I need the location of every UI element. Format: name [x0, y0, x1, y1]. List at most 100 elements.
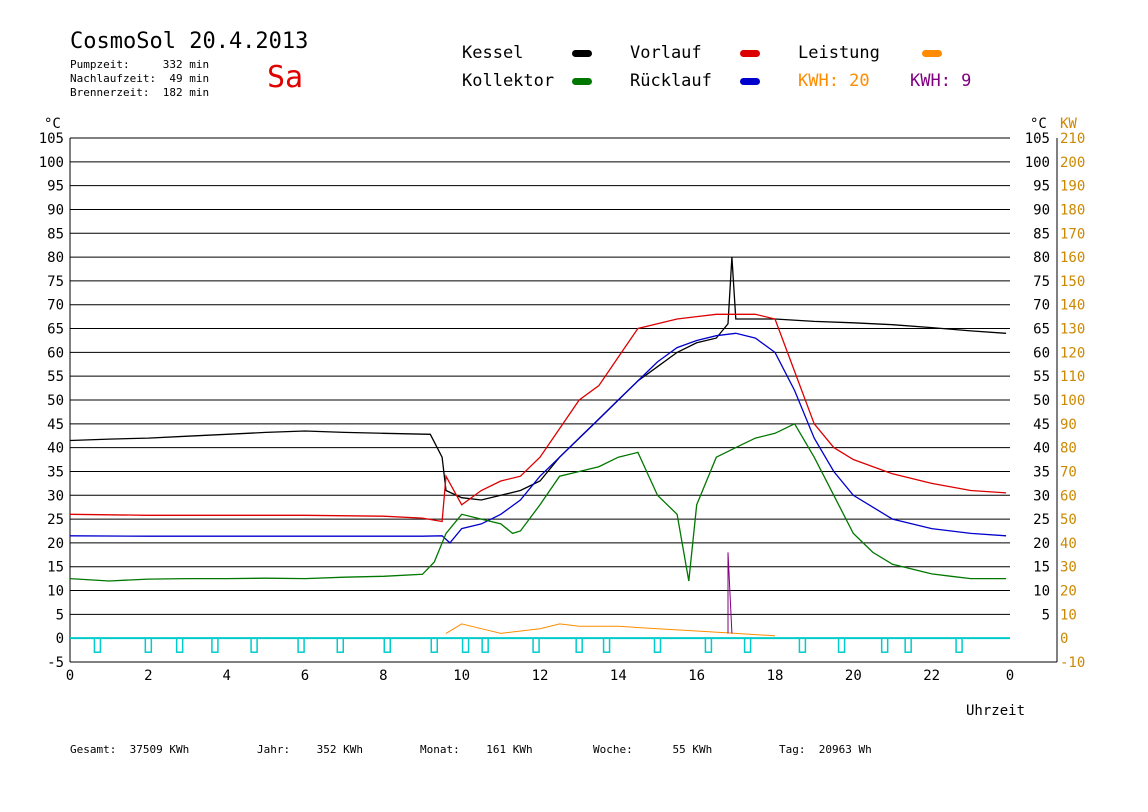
- y-tick-right-c-3: 90: [1033, 202, 1050, 218]
- footer-tag: Tag: 20963 Wh: [779, 743, 872, 756]
- legend-key-vorlauf: [740, 50, 760, 57]
- y-tick-right-kw-15: 60: [1060, 488, 1077, 504]
- y-tick-right-kw-16: 50: [1060, 512, 1077, 528]
- y-tick-right-kw-18: 30: [1060, 560, 1077, 576]
- pump-pulse-4: [250, 637, 258, 653]
- y-tick-right-c-2: 95: [1033, 179, 1050, 195]
- y-tick-right-c-6: 75: [1033, 274, 1050, 290]
- y-tick-left-16: 25: [47, 512, 64, 528]
- x-tick-2: 4: [222, 668, 230, 684]
- stat-nachlaufzeit: Nachlaufzeit: 49 min: [70, 72, 210, 85]
- legend-ruecklauf: Rücklauf: [630, 71, 712, 91]
- pump-pulse-7: [383, 637, 391, 653]
- y-tick-right-kw-13: 80: [1060, 441, 1077, 457]
- y-tick-left-17: 20: [47, 536, 64, 552]
- y-tick-right-kw-1: 200: [1060, 155, 1085, 171]
- y-tick-right-c-1: 100: [1025, 155, 1050, 171]
- y-tick-left-21: 0: [56, 631, 64, 647]
- y-tick-right-c-11: 50: [1033, 393, 1050, 409]
- footer-monat: Monat: 161 KWh: [420, 743, 533, 756]
- legend-kwh-purple: KWH: 9: [910, 71, 972, 91]
- footer-gesamt: Gesamt: 37509 KWh: [70, 743, 190, 756]
- x-tick-1: 2: [144, 668, 152, 684]
- x-tick-10: 20: [845, 668, 862, 684]
- stat-pumpzeit: Pumpzeit: 332 min: [70, 58, 210, 71]
- x-tick-9: 18: [767, 668, 784, 684]
- y-tick-right-kw-20: 10: [1060, 607, 1077, 623]
- pump-pulse-14: [653, 637, 662, 653]
- y-tick-left-3: 90: [47, 202, 64, 218]
- y-tick-right-kw-21: 0: [1060, 631, 1068, 647]
- series-vorlauf: [69, 313, 1007, 523]
- x-axis-label: Uhrzeit: [966, 703, 1025, 719]
- pump-pulse-13: [602, 637, 611, 653]
- y-tick-right-c-17: 20: [1033, 536, 1050, 552]
- legend-kollektor: Kollektor: [462, 71, 555, 91]
- pump-pulse-0: [93, 637, 102, 653]
- pump-pulse-11: [532, 637, 540, 653]
- y-tick-right-kw-19: 20: [1060, 584, 1077, 600]
- footer-woche: Woche: 55 KWh: [593, 743, 713, 756]
- y-tick-right-c-8: 65: [1033, 322, 1050, 338]
- y-tick-right-kw-7: 140: [1060, 298, 1085, 314]
- y-tick-right-c-13: 40: [1033, 441, 1050, 457]
- y-tick-right-kw-12: 90: [1060, 417, 1077, 433]
- x-tick-5: 10: [453, 668, 470, 684]
- footer-jahr: Jahr: 352 KWh: [257, 743, 363, 756]
- series-leistung: [445, 623, 776, 637]
- y-tick-left-0: 105: [39, 131, 64, 147]
- y-tick-right-c-16: 25: [1033, 512, 1050, 528]
- pump-pulse-20: [904, 637, 912, 653]
- y-tick-left-10: 55: [47, 369, 64, 385]
- y-tick-left-11: 50: [47, 393, 64, 409]
- x-tick-7: 14: [610, 668, 627, 684]
- stat-brennerzeit: Brennerzeit: 182 min: [70, 86, 210, 99]
- y-unit-right-c: °C: [1030, 116, 1047, 132]
- y-tick-right-c-20: 5: [1042, 607, 1050, 623]
- y-tick-left-14: 35: [47, 464, 64, 480]
- pump-pulse-18: [837, 637, 846, 653]
- pump-pulse-3: [211, 637, 219, 653]
- series-rücklauf: [69, 332, 1007, 544]
- y-tick-right-c-15: 30: [1033, 488, 1050, 504]
- y-tick-right-c-14: 35: [1033, 464, 1050, 480]
- legend-kessel: Kessel: [462, 43, 524, 63]
- legend-key-kessel: [572, 50, 592, 57]
- y-tick-left-5: 80: [47, 250, 64, 266]
- y-tick-right-kw-0: 210: [1060, 131, 1085, 147]
- chart-title: CosmoSol 20.4.2013: [70, 29, 309, 54]
- y-tick-right-c-12: 45: [1033, 417, 1050, 433]
- x-tick-11: 22: [923, 668, 940, 684]
- y-tick-left-13: 40: [47, 441, 64, 457]
- y-tick-right-c-10: 55: [1033, 369, 1050, 385]
- y-tick-right-c-7: 70: [1033, 298, 1050, 314]
- legend-key-leistung: [922, 50, 942, 57]
- y-tick-right-c-18: 15: [1033, 560, 1050, 576]
- y-tick-left-7: 70: [47, 298, 64, 314]
- pump-pulse-16: [743, 637, 752, 653]
- y-tick-left-9: 60: [47, 345, 64, 361]
- y-unit-left: °C: [44, 116, 61, 132]
- y-tick-right-kw-4: 170: [1060, 226, 1085, 242]
- pump-pulse-5: [297, 637, 305, 653]
- y-tick-right-kw-17: 40: [1060, 536, 1077, 552]
- y-tick-right-kw-9: 120: [1060, 345, 1085, 361]
- y-tick-left-2: 95: [47, 179, 64, 195]
- x-tick-12: 0: [1006, 668, 1014, 684]
- x-tick-6: 12: [532, 668, 549, 684]
- y-tick-right-kw-2: 190: [1060, 179, 1085, 195]
- legend-kwh-orange: KWH: 20: [798, 71, 870, 91]
- x-tick-3: 6: [301, 668, 309, 684]
- pump-pulse-6: [336, 637, 344, 653]
- y-tick-right-c-19: 10: [1033, 584, 1050, 600]
- y-tick-right-kw-10: 110: [1060, 369, 1085, 385]
- y-tick-right-kw-5: 160: [1060, 250, 1085, 266]
- x-tick-4: 8: [379, 668, 387, 684]
- y-tick-left-12: 45: [47, 417, 64, 433]
- y-tick-left-8: 65: [47, 322, 64, 338]
- y-unit-right-kw: KW: [1060, 116, 1077, 132]
- y-tick-right-kw-11: 100: [1060, 393, 1085, 409]
- y-tick-right-c-9: 60: [1033, 345, 1050, 361]
- weekday-label: Sa: [267, 60, 304, 95]
